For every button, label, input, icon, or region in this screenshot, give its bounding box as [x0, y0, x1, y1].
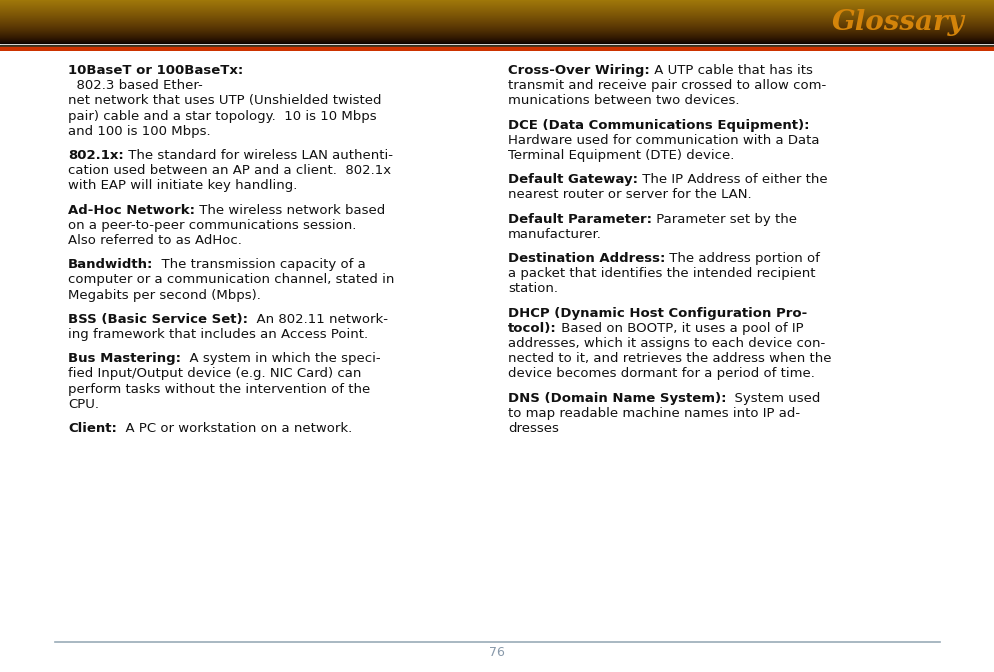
Text: pair) cable and a star topology.  10 is 10 Mbps: pair) cable and a star topology. 10 is 1… — [68, 110, 377, 122]
Text: An 802.11 network-: An 802.11 network- — [248, 312, 388, 326]
Text: munications between two devices.: munications between two devices. — [508, 94, 740, 108]
Text: to map readable machine names into IP ad-: to map readable machine names into IP ad… — [508, 407, 800, 420]
Text: Ad-Hoc Network:: Ad-Hoc Network: — [68, 204, 195, 216]
Text: on a peer-to-peer communications session.: on a peer-to-peer communications session… — [68, 219, 357, 232]
Text: addresses, which it assigns to each device con-: addresses, which it assigns to each devi… — [508, 337, 825, 350]
Text: Bandwidth:: Bandwidth: — [68, 258, 153, 271]
Text: DHCP (Dynamic Host Configuration Pro-: DHCP (Dynamic Host Configuration Pro- — [508, 306, 807, 320]
Text: tocol):: tocol): — [508, 322, 557, 335]
Text: cation used between an AP and a client.  802.1x: cation used between an AP and a client. … — [68, 164, 391, 177]
Text: and 100 is 100 Mbps.: and 100 is 100 Mbps. — [68, 125, 211, 138]
Text: The transmission capacity of a: The transmission capacity of a — [153, 258, 366, 271]
Text: A system in which the speci-: A system in which the speci- — [181, 352, 381, 365]
Text: net network that uses UTP (Unshielded twisted: net network that uses UTP (Unshielded tw… — [68, 94, 382, 108]
Text: 76: 76 — [489, 646, 505, 659]
Text: BSS (Basic Service Set):: BSS (Basic Service Set): — [68, 312, 248, 326]
Text: with EAP will initiate key handling.: with EAP will initiate key handling. — [68, 179, 297, 192]
Text: A UTP cable that has its: A UTP cable that has its — [650, 64, 813, 77]
Text: 802.3 based Ether-: 802.3 based Ether- — [68, 79, 203, 92]
Text: Glossary: Glossary — [832, 9, 965, 36]
Text: nearest router or server for the LAN.: nearest router or server for the LAN. — [508, 188, 751, 202]
Text: The address portion of: The address portion of — [665, 252, 820, 265]
Text: Default Gateway:: Default Gateway: — [508, 173, 638, 186]
Text: computer or a communication channel, stated in: computer or a communication channel, sta… — [68, 274, 395, 286]
Text: device becomes dormant for a period of time.: device becomes dormant for a period of t… — [508, 368, 815, 380]
Text: Hardware used for communication with a Data: Hardware used for communication with a D… — [508, 134, 819, 146]
Text: 802.1x:: 802.1x: — [68, 149, 123, 162]
Text: Terminal Equipment (DTE) device.: Terminal Equipment (DTE) device. — [508, 149, 735, 162]
Text: The IP Address of either the: The IP Address of either the — [638, 173, 828, 186]
Text: manufacturer.: manufacturer. — [508, 228, 602, 241]
Text: transmit and receive pair crossed to allow com-: transmit and receive pair crossed to all… — [508, 79, 826, 92]
Text: Client:: Client: — [68, 422, 117, 435]
Text: Default Parameter:: Default Parameter: — [508, 212, 652, 226]
Text: ing framework that includes an Access Point.: ing framework that includes an Access Po… — [68, 328, 368, 341]
Text: station.: station. — [508, 282, 558, 296]
Text: CPU.: CPU. — [68, 398, 99, 411]
Text: DNS (Domain Name System):: DNS (Domain Name System): — [508, 392, 727, 405]
Text: a packet that identifies the intended recipient: a packet that identifies the intended re… — [508, 267, 815, 280]
Text: The wireless network based: The wireless network based — [195, 204, 386, 216]
Text: fied Input/Output device (e.g. NIC Card) can: fied Input/Output device (e.g. NIC Card)… — [68, 368, 362, 380]
Text: nected to it, and retrieves the address when the: nected to it, and retrieves the address … — [508, 352, 832, 365]
Text: DCE (Data Communications Equipment):: DCE (Data Communications Equipment): — [508, 118, 809, 132]
Text: A PC or workstation on a network.: A PC or workstation on a network. — [117, 422, 352, 435]
Text: Also referred to as AdHoc.: Also referred to as AdHoc. — [68, 234, 242, 247]
Text: Cross-Over Wiring:: Cross-Over Wiring: — [508, 64, 650, 77]
Text: perform tasks without the intervention of the: perform tasks without the intervention o… — [68, 382, 370, 396]
Text: Destination Address:: Destination Address: — [508, 252, 665, 265]
Text: System used: System used — [727, 392, 821, 405]
Text: 10BaseT or 100BaseTx:: 10BaseT or 100BaseTx: — [68, 64, 244, 77]
Text: Parameter set by the: Parameter set by the — [652, 212, 797, 226]
Text: Bus Mastering:: Bus Mastering: — [68, 352, 181, 365]
Text: Megabits per second (Mbps).: Megabits per second (Mbps). — [68, 288, 260, 302]
Text: The standard for wireless LAN authenti-: The standard for wireless LAN authenti- — [123, 149, 393, 162]
Text: dresses: dresses — [508, 422, 559, 435]
Text: Based on BOOTP, it uses a pool of IP: Based on BOOTP, it uses a pool of IP — [557, 322, 803, 335]
